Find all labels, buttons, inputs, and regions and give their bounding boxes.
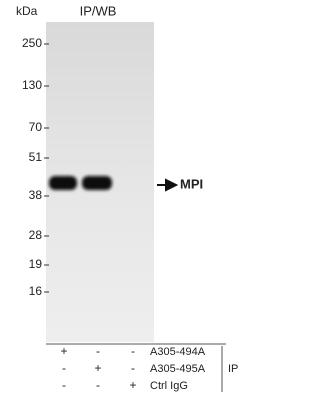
marker-label: 250 [22, 36, 42, 50]
cell: - [96, 344, 100, 358]
cell: + [129, 378, 136, 392]
cell: - [62, 361, 66, 375]
marker-labels: 250 130 70 51 38 28 19 16 [22, 36, 42, 298]
row-label: A305-495A [150, 363, 206, 375]
row-label: Ctrl IgG [150, 380, 188, 392]
figure: kDa IP/WB 250 130 70 51 38 28 19 16 MPI … [16, 3, 238, 392]
cell: - [62, 378, 66, 392]
band [82, 176, 112, 190]
marker-label: 16 [29, 284, 43, 298]
marker-ticks [44, 43, 49, 293]
unit-label: kDa [16, 4, 38, 18]
title: IP/WB [80, 3, 117, 18]
cell: - [131, 361, 135, 375]
marker-label: 130 [22, 78, 42, 92]
sample-table: + - - A305-494A - + - A305-495A - - + Ct… [60, 344, 238, 392]
band-arrow [157, 178, 179, 192]
row-label: A305-494A [150, 346, 206, 358]
marker-label: 70 [29, 120, 43, 134]
cell: - [96, 378, 100, 392]
group-label: IP [228, 363, 238, 375]
band-label: MPI [180, 176, 203, 191]
cell: + [94, 361, 101, 375]
marker-label: 28 [29, 228, 43, 242]
cell: - [131, 344, 135, 358]
marker-label: 51 [29, 150, 43, 164]
marker-label: 38 [29, 188, 43, 202]
cell: + [60, 344, 67, 358]
marker-label: 19 [29, 257, 43, 271]
band [49, 176, 77, 190]
